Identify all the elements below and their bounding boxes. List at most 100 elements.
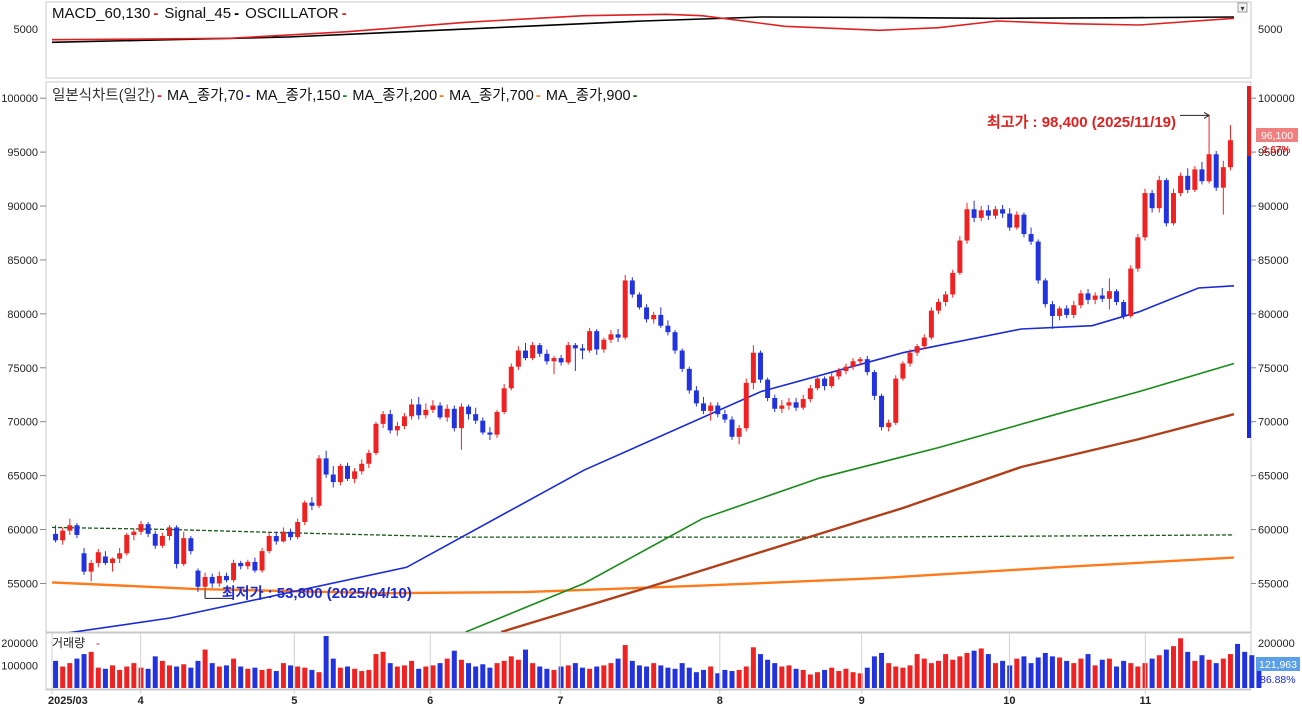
candle-body (473, 414, 479, 421)
candle-body (829, 376, 835, 387)
volume-bar (658, 665, 664, 688)
volume-bar (964, 652, 970, 688)
candle-body (1135, 237, 1141, 269)
candle-body (587, 331, 593, 351)
x-axis-label: 8 (717, 695, 723, 707)
panel-toggle-button[interactable] (1237, 2, 1248, 13)
volume-bar (1220, 658, 1226, 688)
volume-bar (893, 666, 899, 688)
price-legend-mark: - (342, 88, 347, 104)
candle-body (60, 530, 66, 541)
volume-bar (53, 660, 59, 688)
volume-bar (829, 667, 835, 688)
volume-bar (238, 666, 244, 688)
volume-bar (1256, 660, 1262, 688)
candle-body (665, 325, 671, 333)
volume-bar (594, 666, 600, 688)
candle-body (209, 577, 215, 584)
volume-bar (74, 658, 80, 688)
candle-body (323, 458, 329, 475)
candle-body (202, 577, 208, 587)
volume-bar (501, 660, 507, 688)
volume-bar (95, 667, 101, 688)
volume-bar (508, 656, 514, 688)
volume-bar (352, 668, 358, 688)
volume-bar (565, 665, 571, 688)
volume-bar (423, 666, 429, 688)
volume-bar (1106, 658, 1112, 688)
candle-body (921, 337, 927, 347)
price-legend-mark: - (246, 88, 251, 104)
volume-bar (772, 663, 778, 688)
candle-body (636, 294, 642, 308)
volume-bar (288, 665, 294, 688)
volume-bar (1170, 646, 1176, 688)
candle-body (380, 414, 386, 424)
candle-body (1057, 308, 1063, 317)
candle-body (957, 240, 963, 273)
candle-body (188, 538, 194, 552)
volume-bar (487, 667, 493, 688)
candle-body (800, 399, 806, 408)
high-annotation-text: 최고가 : 98,400 (2025/11/19) (987, 113, 1176, 131)
candle-body (1049, 304, 1055, 317)
volume-bar (523, 649, 529, 688)
volume-bar (622, 645, 628, 688)
price-legend-label: MA_종가,700 (449, 87, 534, 104)
candle-body (159, 536, 165, 546)
price-axis: 100000 95000 90000 85000 80000 75000 70000 6500… (1, 93, 1294, 590)
candle-body (416, 404, 422, 416)
candle-body (451, 408, 457, 429)
candle-body (736, 428, 742, 437)
candle-body (715, 405, 721, 415)
price-right-tick-label: 100000 (1258, 93, 1295, 105)
ma70-line (68, 285, 1235, 632)
candle-body (914, 346, 920, 353)
candle-body (601, 339, 607, 350)
volume-bar (110, 665, 116, 688)
candle-body (1142, 193, 1148, 238)
volume-bar (1099, 659, 1105, 688)
candle-body (1170, 193, 1176, 224)
volume-bar (765, 659, 771, 688)
candle-body (67, 525, 73, 531)
volume-bar (430, 665, 436, 688)
candle-body (1114, 291, 1120, 302)
candle-body (88, 562, 94, 572)
candle-body (223, 575, 229, 581)
volume-bar (124, 666, 130, 688)
candle-body (309, 502, 315, 506)
volume-legend-mark: - (96, 636, 100, 650)
volume-bar (729, 671, 735, 688)
volume-bar (1064, 660, 1070, 688)
x-axis-label: 2025/03 (48, 695, 88, 707)
price-legend-label: MA_종가,900 (546, 87, 631, 104)
candlesticks (53, 115, 1233, 597)
volume-bar (1163, 649, 1169, 688)
macd-legend-label: Signal_45 (164, 5, 231, 22)
candle-body (280, 531, 286, 542)
moving-average-lines (51, 285, 1235, 632)
candle-body (729, 419, 735, 437)
candle-body (544, 353, 550, 362)
volume-bar (814, 672, 820, 688)
candle-body (437, 405, 443, 418)
candle-body (401, 416, 407, 427)
candle-body (152, 533, 158, 546)
volume-bar (800, 669, 806, 688)
candle-body (181, 538, 187, 565)
candle-body (558, 358, 564, 363)
macd-lines (51, 13, 1235, 44)
candle-body (1178, 175, 1184, 194)
price-legend-label: MA_종가,150 (256, 87, 341, 104)
volume-bar (936, 660, 941, 688)
volume-bar (401, 665, 407, 688)
last-volume-badge (1256, 657, 1300, 671)
volume-panel: 200000100000200000100000 거래량 - 121,963 8… (1, 632, 1300, 690)
candle-body (594, 331, 600, 350)
candle-body (936, 302, 941, 311)
volume-bar (1149, 658, 1155, 688)
volume-bar (651, 663, 657, 688)
volume-bar (216, 666, 222, 688)
candle-body (743, 382, 749, 429)
